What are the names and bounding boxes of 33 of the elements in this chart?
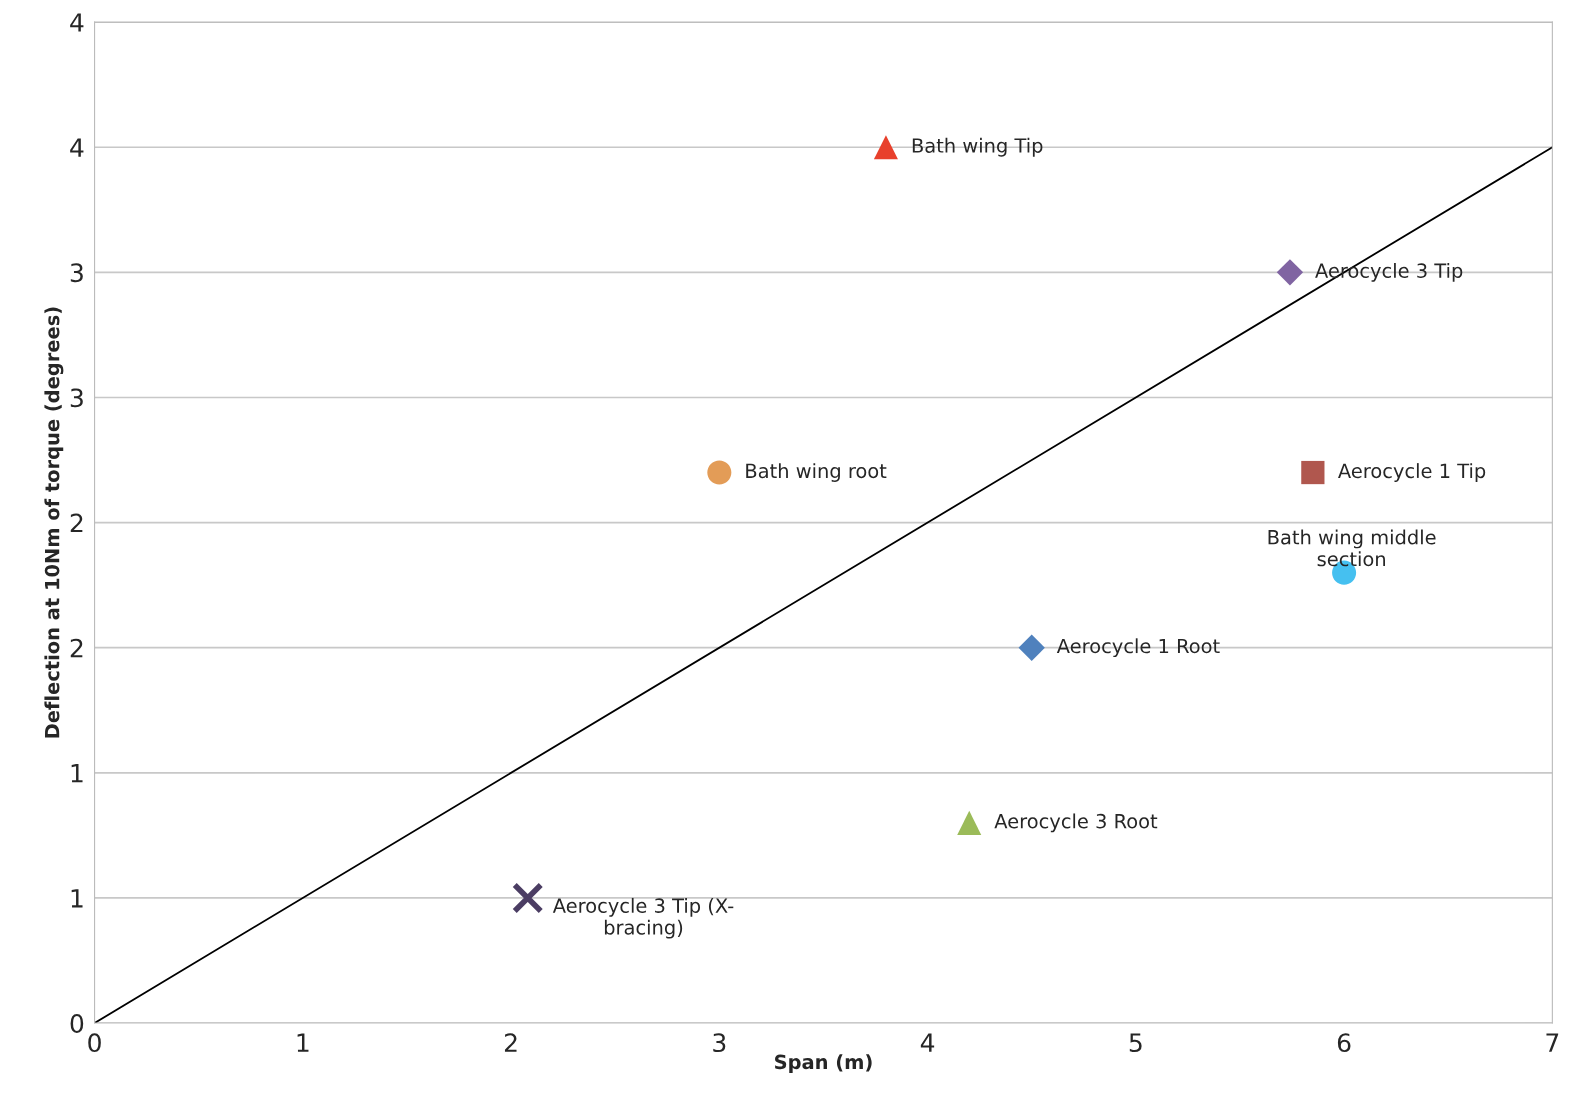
x-tick-label: 0	[88, 1033, 101, 1053]
y-tick-label: 4	[70, 13, 84, 32]
y-tick-label: 2	[70, 513, 83, 533]
y-tick-label: 2	[70, 638, 83, 658]
y-tick-label: 1	[71, 764, 83, 783]
point	[957, 810, 982, 835]
y-tick-label: 1	[71, 889, 83, 908]
point	[873, 135, 898, 160]
x-tick-label: 6	[1337, 1033, 1351, 1053]
y-tick-label: 4	[70, 138, 84, 157]
series-label: Aerocycle 3 Root	[994, 813, 1158, 833]
x-tick-label: 1	[297, 1033, 309, 1052]
x-tick-label: 4	[920, 1033, 935, 1052]
x-axis-title: Span (m)	[775, 1054, 872, 1074]
y-tick-label: 3	[70, 263, 83, 283]
series-label: Aerocycle 1 Tip	[1338, 463, 1486, 482]
y-tick-label: 3	[70, 388, 83, 408]
y-tick-label: 0	[70, 1013, 84, 1033]
point	[1301, 460, 1325, 485]
x-tick-label: 5	[1129, 1033, 1142, 1053]
x-tick-label: 7	[1546, 1033, 1559, 1052]
x-tick-label: 3	[713, 1033, 726, 1053]
point	[707, 460, 732, 485]
series-label: Bath wing Tip	[912, 137, 1043, 157]
x-tick-label: 2	[504, 1033, 517, 1052]
point	[1276, 259, 1304, 286]
series-label: Aerocycle 1 Root	[1056, 638, 1220, 658]
y-axis-title: Deflection at 10Nm of torque (degrees)	[44, 307, 64, 738]
point	[1018, 634, 1045, 661]
series-label: Bath wing root	[746, 463, 887, 482]
series-label: Bath wing middle section	[1268, 529, 1436, 567]
series-label: Aerocycle 3 Tip (X- bracing)	[552, 897, 734, 939]
point	[511, 882, 544, 914]
